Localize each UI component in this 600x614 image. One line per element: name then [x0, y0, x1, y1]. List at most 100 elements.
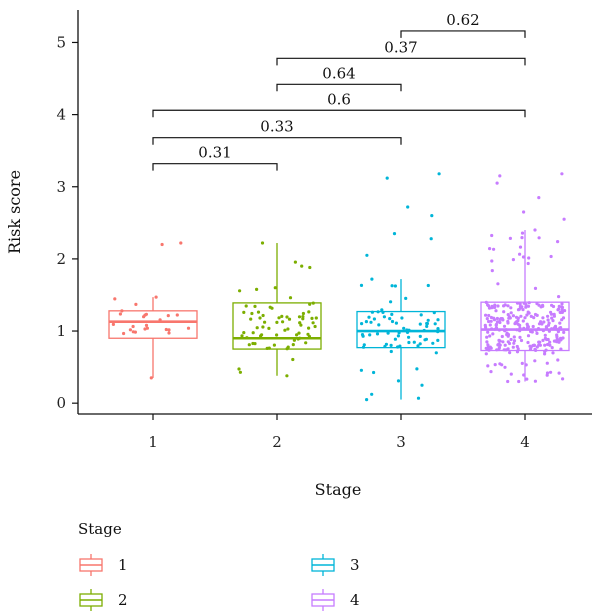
data-point — [418, 342, 422, 346]
data-point — [386, 331, 390, 335]
data-point — [251, 331, 255, 335]
data-point — [179, 241, 183, 245]
data-point — [285, 374, 289, 378]
data-point — [515, 301, 520, 305]
data-point — [113, 297, 117, 301]
data-point — [557, 307, 561, 311]
data-point — [515, 350, 520, 354]
data-point — [536, 327, 541, 331]
y-axis-title: Risk score — [5, 170, 24, 254]
legend-label: 1 — [118, 556, 128, 574]
data-point — [434, 351, 438, 355]
data-point — [546, 342, 550, 347]
y-tick-label: 3 — [56, 178, 66, 196]
data-point — [549, 312, 554, 316]
data-point — [370, 392, 374, 396]
data-point — [520, 236, 524, 240]
data-point — [547, 321, 551, 325]
data-point — [522, 301, 526, 305]
data-point — [557, 295, 561, 299]
data-point — [516, 308, 521, 312]
data-point — [186, 326, 191, 330]
data-point — [122, 331, 126, 336]
data-point — [562, 330, 566, 334]
data-point — [527, 301, 531, 305]
data-point — [250, 311, 254, 316]
data-point — [555, 337, 559, 341]
data-point — [160, 242, 164, 247]
comparison-bracket: 0.62 — [400, 11, 526, 38]
y-tick-label: 1 — [56, 322, 66, 340]
data-point — [549, 254, 553, 259]
box — [356, 310, 446, 349]
data-point — [244, 304, 248, 308]
data-point — [483, 323, 487, 327]
data-point — [429, 237, 433, 241]
data-point — [308, 265, 312, 270]
legend-item-stage-1: 1 — [78, 553, 128, 577]
box-group-stage-2 — [232, 241, 322, 378]
data-point — [559, 336, 563, 340]
comparison-bracket: 0.37 — [276, 38, 526, 66]
data-point — [501, 340, 505, 344]
data-point — [484, 300, 488, 304]
data-point — [283, 328, 287, 332]
data-point — [251, 341, 255, 346]
x-axis-title: Stage — [315, 480, 362, 499]
data-point — [390, 312, 394, 316]
data-point — [311, 321, 315, 325]
data-point — [397, 331, 401, 335]
data-point — [560, 172, 564, 176]
data-point — [390, 284, 394, 288]
data-point — [485, 335, 489, 339]
data-point — [545, 361, 549, 365]
data-point — [280, 314, 284, 318]
data-point — [405, 330, 410, 334]
data-point — [407, 340, 411, 345]
comparison-bracket: 0.33 — [152, 118, 402, 145]
data-point — [287, 317, 292, 321]
data-point — [381, 310, 385, 314]
data-point — [431, 341, 435, 345]
data-point — [558, 321, 562, 325]
data-point — [495, 320, 499, 324]
data-point — [436, 327, 440, 331]
data-point — [516, 347, 520, 351]
data-point — [542, 320, 546, 324]
data-point — [256, 310, 261, 314]
data-point — [526, 340, 530, 345]
data-point — [489, 370, 493, 374]
data-point — [509, 311, 513, 315]
data-point — [560, 305, 564, 309]
data-point — [561, 377, 565, 381]
data-point — [496, 304, 500, 308]
data-point — [492, 247, 496, 251]
data-point — [144, 312, 148, 316]
data-point — [396, 345, 400, 349]
bracket-line — [152, 137, 402, 145]
data-point — [260, 333, 264, 337]
data-point — [535, 345, 539, 349]
data-point — [551, 351, 555, 355]
x-tick-label: 3 — [396, 433, 406, 451]
legend-item-stage-2: 2 — [78, 588, 128, 612]
data-point — [541, 338, 545, 342]
data-point — [295, 333, 299, 337]
data-point — [517, 379, 521, 384]
data-point — [167, 328, 171, 332]
data-point — [544, 348, 548, 352]
data-point — [425, 324, 429, 328]
data-point — [495, 181, 499, 185]
data-point — [361, 334, 365, 338]
data-point — [495, 316, 499, 321]
data-point — [364, 320, 368, 324]
bracket-line — [276, 83, 402, 92]
data-point — [368, 333, 372, 337]
data-point — [515, 344, 519, 349]
data-point — [260, 241, 265, 245]
data-point — [492, 316, 496, 320]
data-point — [514, 320, 519, 324]
data-point — [493, 363, 497, 367]
data-point — [432, 311, 436, 315]
data-point — [527, 256, 531, 260]
